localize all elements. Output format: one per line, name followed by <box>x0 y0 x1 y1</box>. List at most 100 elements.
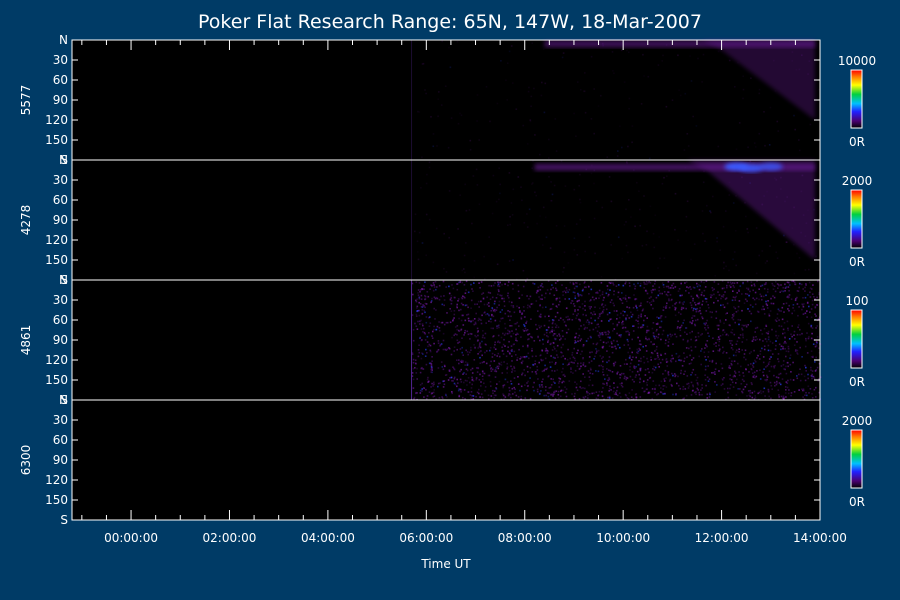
noise-pixel <box>666 302 668 305</box>
noise-pixel <box>686 286 688 288</box>
noise-pixel <box>544 82 547 85</box>
noise-pixel <box>490 385 492 387</box>
noise-pixel <box>534 134 536 136</box>
noise-pixel <box>720 363 723 365</box>
noise-pixel <box>640 315 642 317</box>
noise-pixel <box>751 383 753 386</box>
noise-pixel <box>766 378 768 381</box>
noise-pixel <box>598 315 601 317</box>
noise-pixel <box>743 356 745 359</box>
noise-pixel <box>628 51 630 54</box>
noise-pixel <box>503 384 506 386</box>
noise-pixel <box>552 303 554 306</box>
noise-pixel <box>652 307 654 310</box>
noise-pixel <box>464 296 466 299</box>
noise-pixel <box>549 343 552 346</box>
noise-pixel <box>703 294 705 297</box>
noise-pixel <box>433 328 435 331</box>
noise-pixel <box>652 352 654 355</box>
noise-pixel <box>704 374 706 376</box>
noise-pixel <box>489 364 491 367</box>
noise-pixel <box>512 332 515 335</box>
noise-pixel <box>496 383 498 385</box>
noise-pixel <box>419 303 422 305</box>
noise-pixel <box>665 305 668 307</box>
noise-pixel <box>552 356 555 359</box>
noise-pixel <box>711 361 714 363</box>
noise-pixel <box>758 92 761 95</box>
noise-pixel <box>745 358 747 361</box>
noise-pixel <box>777 358 779 360</box>
noise-pixel <box>717 283 720 285</box>
noise-pixel <box>420 357 423 360</box>
noise-pixel <box>577 309 579 311</box>
noise-pixel <box>663 385 666 387</box>
noise-layer <box>411 280 822 402</box>
noise-pixel <box>484 278 486 281</box>
noise-pixel <box>635 374 637 377</box>
noise-pixel <box>461 314 464 317</box>
noise-pixel <box>754 359 756 362</box>
noise-pixel <box>717 145 720 148</box>
noise-pixel <box>808 392 810 394</box>
noise-pixel <box>748 371 750 373</box>
noise-pixel <box>664 316 667 318</box>
noise-pixel <box>577 313 579 315</box>
noise-pixel <box>416 305 419 308</box>
noise-pixel <box>611 351 614 354</box>
noise-pixel <box>464 319 467 322</box>
noise-pixel <box>801 283 803 286</box>
noise-pixel <box>786 386 789 389</box>
noise-pixel <box>612 346 614 348</box>
noise-pixel <box>588 321 591 324</box>
noise-pixel <box>606 156 609 158</box>
noise-pixel <box>467 333 470 336</box>
noise-pixel <box>440 321 443 324</box>
noise-pixel <box>696 307 699 310</box>
noise-pixel <box>470 320 473 323</box>
noise-pixel <box>677 239 679 241</box>
noise-pixel <box>622 320 624 323</box>
noise-pixel <box>706 345 708 348</box>
colorbar-min-label: 0R <box>849 255 865 269</box>
noise-pixel <box>547 350 549 352</box>
noise-pixel <box>759 369 761 371</box>
noise-pixel <box>764 379 766 381</box>
noise-pixel <box>815 315 817 317</box>
noise-pixel <box>690 80 693 82</box>
noise-pixel <box>745 325 748 328</box>
noise-pixel <box>695 393 697 396</box>
noise-pixel <box>500 361 503 364</box>
noise-pixel <box>761 347 763 350</box>
noise-pixel <box>667 341 670 343</box>
noise-pixel <box>593 392 595 394</box>
noise-pixel <box>428 166 431 169</box>
noise-pixel <box>460 114 463 117</box>
noise-pixel <box>667 291 670 293</box>
noise-pixel <box>701 333 703 335</box>
noise-pixel <box>745 338 748 341</box>
noise-pixel <box>737 350 740 353</box>
panel-name: 4861 <box>19 325 33 356</box>
noise-pixel <box>704 347 706 349</box>
noise-pixel <box>799 333 801 336</box>
noise-pixel <box>655 357 658 360</box>
noise-pixel <box>494 354 496 356</box>
noise-pixel <box>745 215 747 218</box>
noise-pixel <box>450 376 453 379</box>
noise-pixel <box>723 306 726 309</box>
noise-pixel <box>502 353 505 355</box>
noise-pixel <box>568 361 571 364</box>
noise-pixel <box>608 397 611 399</box>
noise-pixel <box>753 298 756 301</box>
noise-pixel <box>745 287 748 290</box>
noise-pixel <box>442 332 445 335</box>
noise-pixel <box>758 358 761 360</box>
noise-pixel <box>511 301 513 304</box>
noise-pixel <box>667 345 670 347</box>
noise-pixel <box>818 378 820 380</box>
noise-pixel <box>502 394 505 397</box>
noise-pixel <box>595 297 597 300</box>
noise-pixel <box>461 269 464 272</box>
